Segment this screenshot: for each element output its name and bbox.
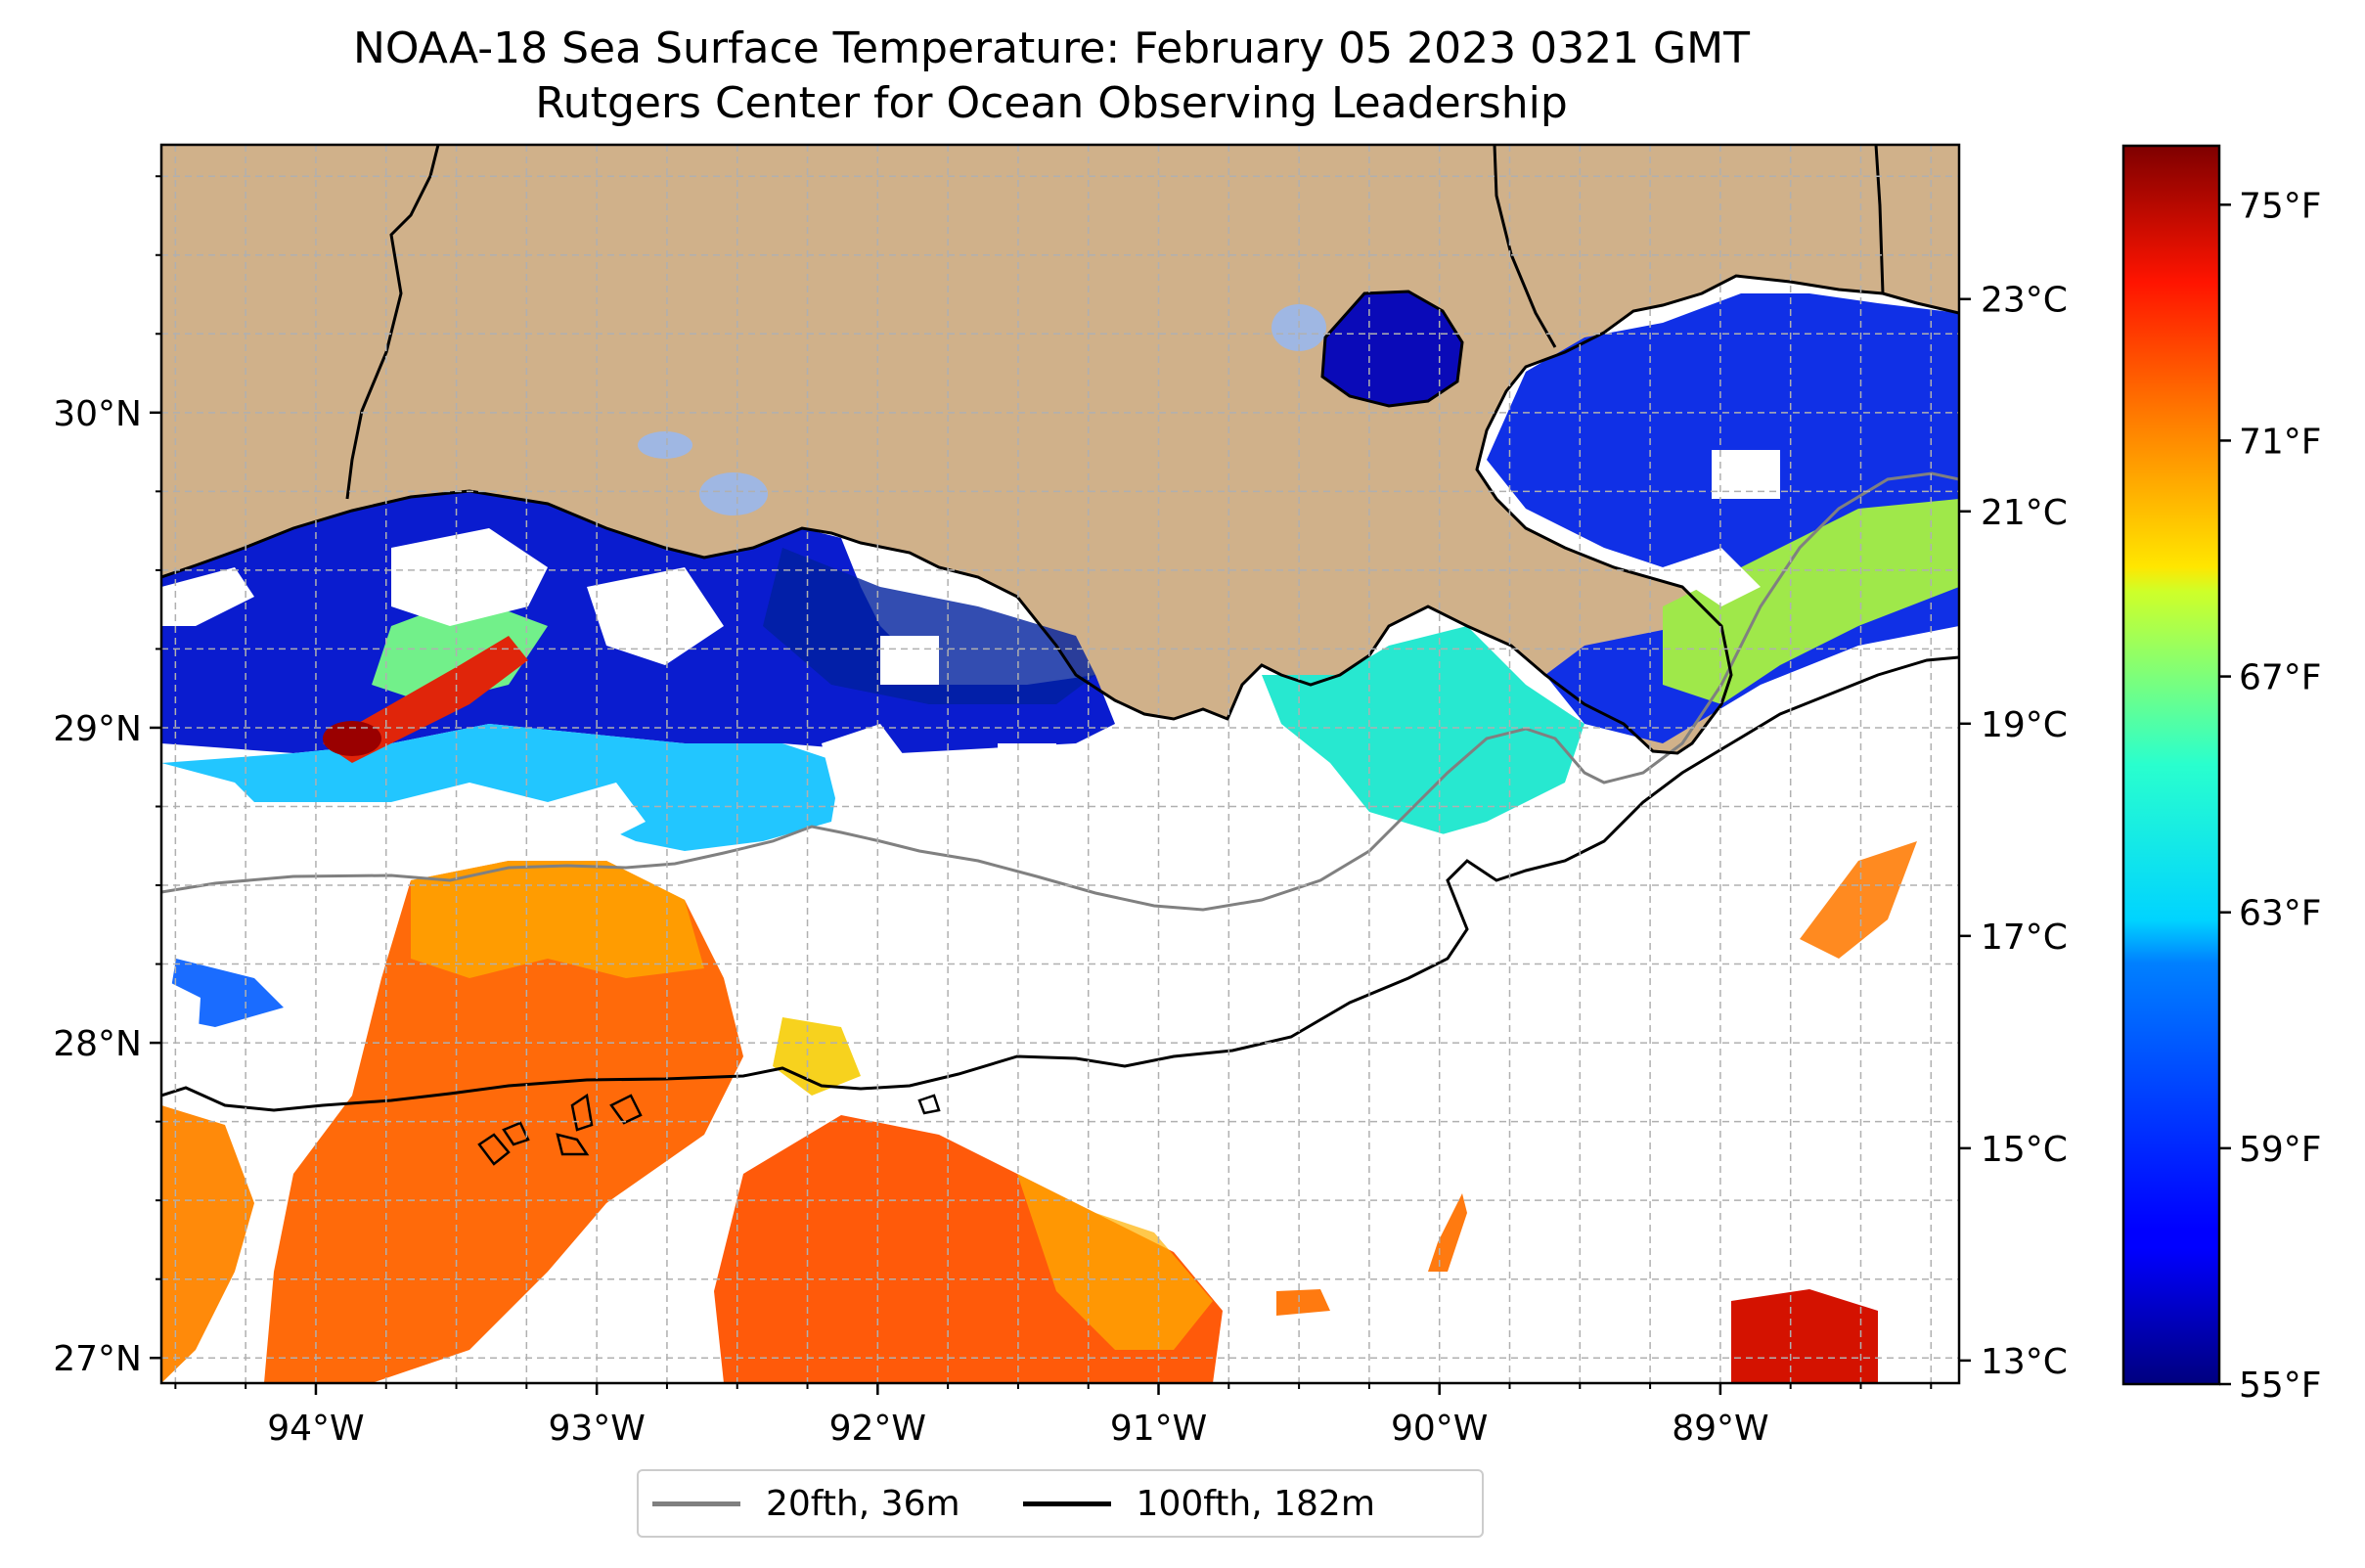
colorbar-fahrenheit-axis: 55°F 59°F 63°F 67°F 71°F 75°F [2219, 186, 2322, 1406]
legend-item-100fth: 100fth, 182m [1022, 1483, 1375, 1524]
fahrenheit-tick-label: 63°F [2239, 894, 2322, 934]
celsius-tick-label: 17°C [1981, 918, 2068, 958]
fahrenheit-tick-label: 71°F [2239, 422, 2322, 462]
cloud-gap [161, 567, 254, 626]
sst-transition-cyan [1262, 626, 1584, 841]
lat-tick-label: 28°N [53, 1024, 142, 1064]
lat-tick-label: 27°N [53, 1339, 142, 1379]
cloud-gap [1712, 450, 1780, 499]
inland-lake [699, 472, 768, 515]
legend-swatch-black [1022, 1501, 1111, 1506]
sst-hot-spot [323, 721, 381, 756]
sst-patch [1428, 1193, 1467, 1272]
lon-tick-label: 89°W [1672, 1409, 1768, 1449]
state-border [1874, 145, 1885, 294]
cloud-gap [1135, 719, 1761, 871]
state-border [345, 145, 440, 500]
sst-patch [1276, 1289, 1330, 1316]
lon-tick-label: 92°W [829, 1409, 926, 1449]
celsius-tick-label: 13°C [1981, 1342, 2068, 1382]
legend-item-20fth: 20fth, 36m [652, 1484, 960, 1524]
map-frame [159, 143, 1961, 1385]
contour-100fth [161, 655, 1959, 1112]
fahrenheit-tick-label: 75°F [2239, 186, 2322, 226]
legend: 20fth, 36m 100fth, 182m [637, 1469, 1484, 1538]
cloud-gap [998, 743, 1056, 792]
lon-tick-label: 90°W [1391, 1409, 1488, 1449]
colorbar-scale [2121, 144, 2221, 1386]
celsius-tick-label: 21°C [1981, 493, 2068, 533]
cloud-gap [822, 724, 939, 841]
chart-title: NOAA-18 Sea Surface Temperature: Februar… [353, 23, 1750, 73]
legend-label-20fth: 20fth, 36m [766, 1483, 960, 1524]
colorbar-celsius-axis: 13°C 15°C 17°C 19°C 21°C 23°C [1959, 281, 2068, 1382]
cloud-gap [161, 978, 201, 1096]
celsius-tick-label: 23°C [1981, 281, 2068, 321]
map-area [161, 145, 1959, 1383]
cloud-gap [880, 636, 939, 685]
cloud-gap [391, 528, 548, 626]
lat-axis: 27°N 28°N 29°N 30°N [53, 175, 161, 1379]
celsius-tick-label: 15°C [1981, 1130, 2068, 1170]
gridlines [161, 145, 1959, 1383]
celsius-tick-label: 19°C [1981, 705, 2068, 745]
land-mass [161, 145, 1959, 753]
lon-tick-label: 94°W [267, 1409, 364, 1449]
chart-subtitle: Rutgers Center for Ocean Observing Leade… [535, 78, 1568, 128]
sst-transition-cyan [161, 724, 841, 851]
lake-pontchartrain [1320, 290, 1464, 408]
sst-patch [773, 1017, 861, 1096]
fahrenheit-tick-label: 67°F [2239, 658, 2322, 698]
fahrenheit-tick-label: 59°F [2239, 1130, 2322, 1170]
lon-tick-label: 91°W [1110, 1409, 1207, 1449]
sst-warm-west [411, 861, 704, 978]
cloud-gap [587, 567, 724, 665]
sst-nearshore-cold [763, 548, 1095, 704]
coastline [161, 274, 1959, 755]
bank-contours [477, 1093, 941, 1166]
lon-tick-label: 93°W [548, 1409, 645, 1449]
sst-warm-southwest [161, 1105, 254, 1383]
legend-swatch-gray [652, 1501, 740, 1506]
fahrenheit-tick-label: 55°F [2239, 1366, 2322, 1406]
legend-label-100fth: 100fth, 182m [1136, 1483, 1375, 1524]
lat-tick-label: 30°N [53, 394, 142, 434]
inland-lake [638, 431, 692, 459]
contour-20fth [161, 471, 1959, 912]
sst-patch [1800, 841, 1917, 959]
cloud-gap [1663, 548, 1761, 606]
lon-axis: 94°W 93°W 92°W 91°W 90°W 89°W [174, 1383, 1933, 1449]
sst-warm-south [1017, 1174, 1213, 1350]
sst-warm-southeast [1731, 1289, 1878, 1383]
lat-tick-label: 29°N [53, 709, 142, 749]
